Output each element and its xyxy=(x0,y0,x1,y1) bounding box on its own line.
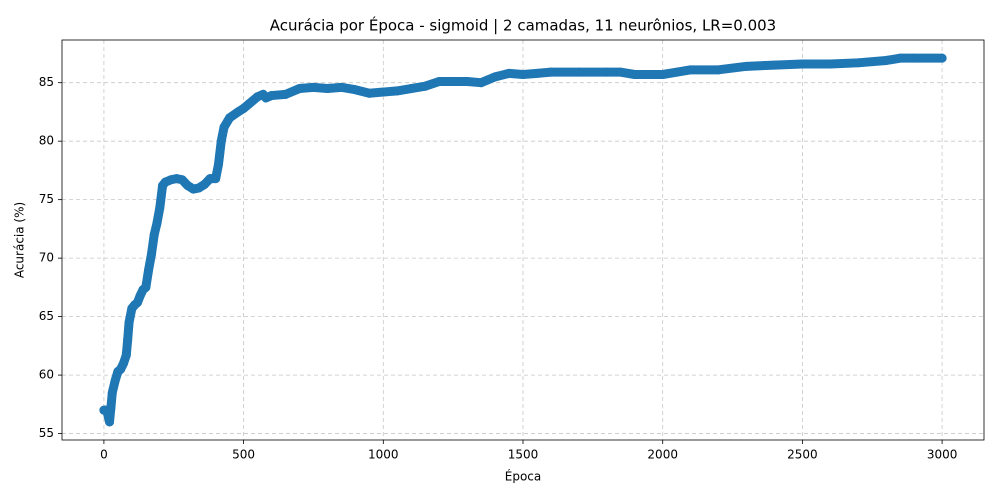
data-point xyxy=(267,91,277,101)
data-point xyxy=(336,82,346,92)
data-point xyxy=(155,203,165,213)
data-point xyxy=(504,68,514,78)
data-point xyxy=(490,72,500,82)
data-point xyxy=(199,179,209,189)
data-point xyxy=(825,59,835,69)
data-point xyxy=(211,174,221,184)
data-point xyxy=(141,282,151,292)
data-point xyxy=(322,84,332,94)
x-tick-label: 2000 xyxy=(647,448,678,462)
data-point xyxy=(630,70,640,80)
data-point xyxy=(124,317,134,327)
data-point xyxy=(686,65,696,75)
data-point xyxy=(881,55,891,65)
data-point xyxy=(378,87,388,97)
data-point xyxy=(177,175,187,185)
data-point xyxy=(350,85,360,95)
plot-frame xyxy=(61,39,985,441)
x-tick-label: 1000 xyxy=(368,448,399,462)
chart-title: Acurácia por Época - sigmoid | 2 camadas… xyxy=(270,16,776,35)
data-point xyxy=(107,388,117,398)
data-point xyxy=(308,82,318,92)
x-axis-label: Época xyxy=(505,469,542,484)
data-point xyxy=(104,417,114,427)
data-point xyxy=(152,218,162,228)
x-tick-label: 1500 xyxy=(508,448,539,462)
data-point xyxy=(121,350,131,360)
data-point xyxy=(146,250,156,260)
y-tick-label: 80 xyxy=(39,134,54,148)
y-tick-label: 65 xyxy=(39,309,54,323)
data-point xyxy=(219,122,229,132)
data-point xyxy=(769,60,779,70)
data-point xyxy=(118,358,128,368)
data-point xyxy=(797,59,807,69)
y-tick-label: 85 xyxy=(39,75,54,89)
data-point xyxy=(123,335,133,345)
data-point xyxy=(574,67,584,77)
x-tick-label: 500 xyxy=(232,448,255,462)
data-point xyxy=(294,84,304,94)
data-point xyxy=(406,84,416,94)
data-point xyxy=(714,65,724,75)
data-point xyxy=(225,113,235,123)
data-point xyxy=(281,89,291,99)
data-point xyxy=(434,77,444,87)
data-point xyxy=(518,70,528,80)
data-point xyxy=(110,376,120,386)
data-point xyxy=(895,53,905,63)
x-tick-label: 0 xyxy=(100,448,108,462)
data-point xyxy=(616,67,626,77)
data-point xyxy=(392,86,402,96)
data-point xyxy=(149,230,159,240)
data-point xyxy=(420,81,430,91)
data-point xyxy=(602,67,612,77)
data-point xyxy=(672,67,682,77)
x-tick-label: 3000 xyxy=(927,448,958,462)
data-point xyxy=(364,88,374,98)
data-point xyxy=(106,403,116,413)
data-point xyxy=(244,99,254,109)
data-point xyxy=(937,53,947,63)
y-tick-label: 75 xyxy=(39,192,54,206)
data-point xyxy=(658,70,668,80)
y-axis-label: Acurácia (%) xyxy=(13,202,27,278)
data-point xyxy=(213,160,223,170)
data-point xyxy=(546,67,556,77)
y-tick-label: 60 xyxy=(39,368,54,382)
y-tick-label: 70 xyxy=(39,251,54,265)
data-point xyxy=(216,136,226,146)
data-point xyxy=(532,68,542,78)
data-point xyxy=(909,53,919,63)
x-tick-label: 2500 xyxy=(787,448,818,462)
data-point xyxy=(476,78,486,88)
data-point xyxy=(462,77,472,87)
data-point xyxy=(132,298,142,308)
data-point xyxy=(853,58,863,68)
data-point xyxy=(144,265,154,275)
y-tick-label: 55 xyxy=(39,426,54,440)
data-point xyxy=(742,61,752,71)
data-point xyxy=(448,77,458,87)
